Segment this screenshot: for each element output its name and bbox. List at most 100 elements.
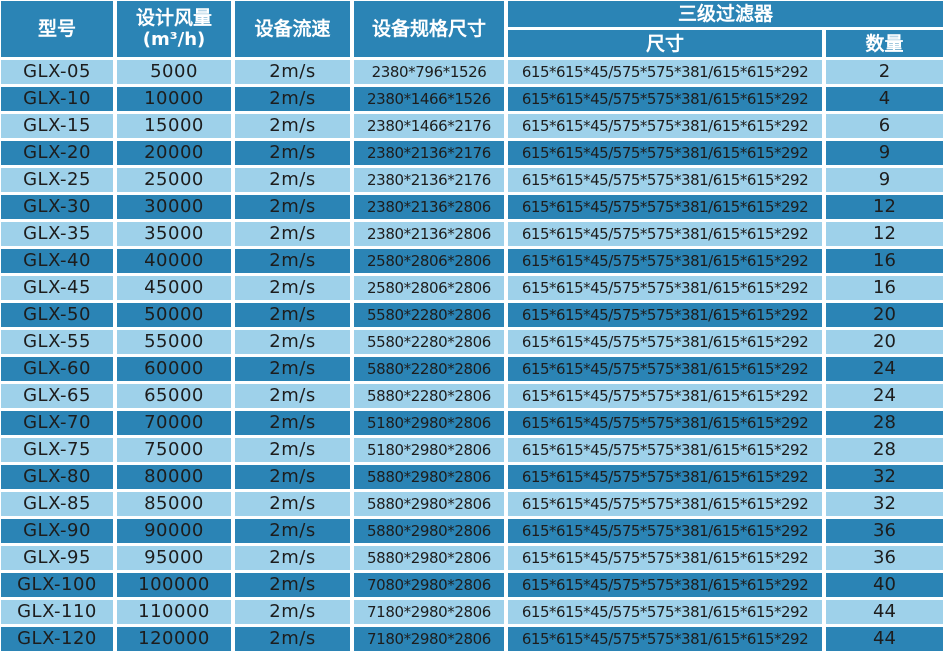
- header-design-airflow: 设计风量 (m³/h): [117, 1, 231, 57]
- cell-speed: 2m/s: [235, 114, 350, 138]
- cell-model: GLX-110: [1, 600, 113, 624]
- table-row: GLX-25 25000 2m/s 2380*2136*2176 615*615*45/…: [1, 168, 943, 192]
- cell-model: GLX-40: [1, 249, 113, 273]
- cell-filter-quantity: 44: [826, 600, 943, 624]
- cell-speed: 2m/s: [235, 519, 350, 543]
- table-body: GLX-05 5000 2m/s 2380*796*1526 615*615*45/57…: [1, 60, 943, 651]
- cell-model: GLX-75: [1, 438, 113, 462]
- cell-airflow: 10000: [117, 87, 231, 111]
- cell-model: GLX-90: [1, 519, 113, 543]
- cell-model: GLX-60: [1, 357, 113, 381]
- cell-model: GLX-15: [1, 114, 113, 138]
- cell-filter-quantity: 4: [826, 87, 943, 111]
- cell-dimensions: 7180*2980*2806: [354, 627, 504, 651]
- table-row: GLX-55 55000 2m/s 5580*2280*2806 615*615*45/…: [1, 330, 943, 354]
- cell-filter-quantity: 40: [826, 573, 943, 597]
- cell-airflow: 35000: [117, 222, 231, 246]
- table-row: GLX-85 85000 2m/s 5880*2980*2806 615*615*45/…: [1, 492, 943, 516]
- table-row: GLX-95 95000 2m/s 5880*2980*2806 615*615*45/…: [1, 546, 943, 570]
- table-row: GLX-15 15000 2m/s 2380*1466*2176 615*615*45/…: [1, 114, 943, 138]
- cell-airflow: 5000: [117, 60, 231, 84]
- cell-speed: 2m/s: [235, 87, 350, 111]
- cell-filter-size: 615*615*45/575*575*381/615*615*292: [508, 87, 822, 111]
- cell-dimensions: 5880*2980*2806: [354, 519, 504, 543]
- table-row: GLX-90 90000 2m/s 5880*2980*2806 615*615*45/…: [1, 519, 943, 543]
- cell-airflow: 70000: [117, 411, 231, 435]
- cell-model: GLX-85: [1, 492, 113, 516]
- table-row: GLX-50 50000 2m/s 5580*2280*2806 615*615*45/…: [1, 303, 943, 327]
- cell-model: GLX-70: [1, 411, 113, 435]
- cell-filter-quantity: 6: [826, 114, 943, 138]
- cell-dimensions: 5880*2280*2806: [354, 384, 504, 408]
- cell-speed: 2m/s: [235, 195, 350, 219]
- cell-filter-size: 615*615*45/575*575*381/615*615*292: [508, 600, 822, 624]
- cell-speed: 2m/s: [235, 465, 350, 489]
- cell-dimensions: 5180*2980*2806: [354, 438, 504, 462]
- cell-dimensions: 5880*2980*2806: [354, 465, 504, 489]
- cell-model: GLX-30: [1, 195, 113, 219]
- cell-model: GLX-95: [1, 546, 113, 570]
- table-row: GLX-30 30000 2m/s 2380*2136*2806 615*615*45/…: [1, 195, 943, 219]
- cell-filter-quantity: 36: [826, 546, 943, 570]
- cell-speed: 2m/s: [235, 573, 350, 597]
- cell-model: GLX-80: [1, 465, 113, 489]
- cell-speed: 2m/s: [235, 384, 350, 408]
- cell-model: GLX-50: [1, 303, 113, 327]
- header-airflow-unit: (m³/h): [142, 29, 206, 50]
- cell-filter-size: 615*615*45/575*575*381/615*615*292: [508, 438, 822, 462]
- cell-model: GLX-05: [1, 60, 113, 84]
- cell-speed: 2m/s: [235, 492, 350, 516]
- cell-dimensions: 2380*796*1526: [354, 60, 504, 84]
- cell-model: GLX-25: [1, 168, 113, 192]
- cell-airflow: 55000: [117, 330, 231, 354]
- cell-dimensions: 2580*2806*2806: [354, 276, 504, 300]
- cell-airflow: 90000: [117, 519, 231, 543]
- cell-speed: 2m/s: [235, 249, 350, 273]
- cell-filter-quantity: 16: [826, 249, 943, 273]
- cell-filter-size: 615*615*45/575*575*381/615*615*292: [508, 411, 822, 435]
- cell-model: GLX-45: [1, 276, 113, 300]
- cell-speed: 2m/s: [235, 438, 350, 462]
- cell-filter-size: 615*615*45/575*575*381/615*615*292: [508, 168, 822, 192]
- cell-airflow: 110000: [117, 600, 231, 624]
- cell-airflow: 30000: [117, 195, 231, 219]
- cell-dimensions: 5880*2980*2806: [354, 492, 504, 516]
- cell-speed: 2m/s: [235, 600, 350, 624]
- cell-filter-size: 615*615*45/575*575*381/615*615*292: [508, 141, 822, 165]
- table-row: GLX-110 110000 2m/s 7180*2980*2806 615*615*4…: [1, 600, 943, 624]
- cell-dimensions: 2380*2136*2176: [354, 168, 504, 192]
- table-row: GLX-120 120000 2m/s 7180*2980*2806 615*615*4…: [1, 627, 943, 651]
- cell-speed: 2m/s: [235, 411, 350, 435]
- table-row: GLX-10 10000 2m/s 2380*1466*1526 615*615*45/…: [1, 87, 943, 111]
- cell-speed: 2m/s: [235, 627, 350, 651]
- cell-airflow: 60000: [117, 357, 231, 381]
- cell-dimensions: 5880*2280*2806: [354, 357, 504, 381]
- cell-filter-size: 615*615*45/575*575*381/615*615*292: [508, 330, 822, 354]
- table-row: GLX-05 5000 2m/s 2380*796*1526 615*615*45/57…: [1, 60, 943, 84]
- cell-dimensions: 7080*2980*2806: [354, 573, 504, 597]
- table-row: GLX-75 75000 2m/s 5180*2980*2806 615*615*45/…: [1, 438, 943, 462]
- cell-dimensions: 5580*2280*2806: [354, 303, 504, 327]
- cell-airflow: 25000: [117, 168, 231, 192]
- cell-model: GLX-65: [1, 384, 113, 408]
- cell-speed: 2m/s: [235, 222, 350, 246]
- header-filter-group: 三级过滤器: [508, 1, 943, 27]
- cell-filter-quantity: 20: [826, 330, 943, 354]
- header-dimensions: 设备规格尺寸: [354, 1, 504, 57]
- cell-filter-quantity: 2: [826, 60, 943, 84]
- cell-filter-quantity: 16: [826, 276, 943, 300]
- cell-model: GLX-100: [1, 573, 113, 597]
- table-row: GLX-35 35000 2m/s 2380*2136*2806 615*615*45/…: [1, 222, 943, 246]
- table-row: GLX-70 70000 2m/s 5180*2980*2806 615*615*45/…: [1, 411, 943, 435]
- cell-airflow: 95000: [117, 546, 231, 570]
- cell-dimensions: 5180*2980*2806: [354, 411, 504, 435]
- cell-speed: 2m/s: [235, 330, 350, 354]
- header-model: 型号: [1, 1, 113, 57]
- cell-airflow: 50000: [117, 303, 231, 327]
- header-filter-quantity: 数量: [826, 30, 943, 57]
- cell-filter-quantity: 28: [826, 438, 943, 462]
- header-airflow-label: 设计风量: [135, 7, 212, 29]
- cell-model: GLX-120: [1, 627, 113, 651]
- cell-dimensions: 7180*2980*2806: [354, 600, 504, 624]
- cell-filter-size: 615*615*45/575*575*381/615*615*292: [508, 303, 822, 327]
